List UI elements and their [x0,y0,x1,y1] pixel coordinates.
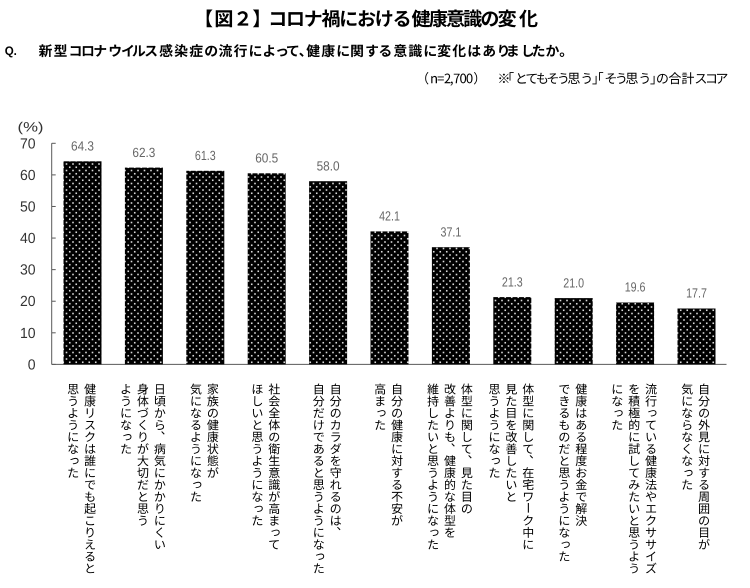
svg-text:10: 10 [20,326,36,342]
svg-text:64.3: 64.3 [71,139,94,154]
svg-text:30: 30 [20,263,36,279]
svg-text:50: 50 [20,200,36,216]
svg-text:42.1: 42.1 [379,209,400,224]
svg-text:21.0: 21.0 [563,275,584,290]
svg-text:70: 70 [20,136,36,152]
svg-text:(%): (%) [18,120,44,135]
svg-text:61.3: 61.3 [195,148,216,163]
svg-text:Q.: Q. [5,44,17,58]
svg-text:60: 60 [20,168,36,184]
svg-text:62.3: 62.3 [132,145,155,160]
svg-text:17.7: 17.7 [686,286,707,301]
svg-text:37.1: 37.1 [441,224,462,239]
svg-text:40: 40 [20,231,36,247]
svg-text:60.5: 60.5 [255,151,278,166]
svg-text:58.0: 58.0 [317,158,340,173]
svg-text:20: 20 [20,294,36,310]
svg-text:19.6: 19.6 [625,280,646,295]
svg-text:21.3: 21.3 [502,274,523,289]
svg-text:0: 0 [28,357,36,373]
